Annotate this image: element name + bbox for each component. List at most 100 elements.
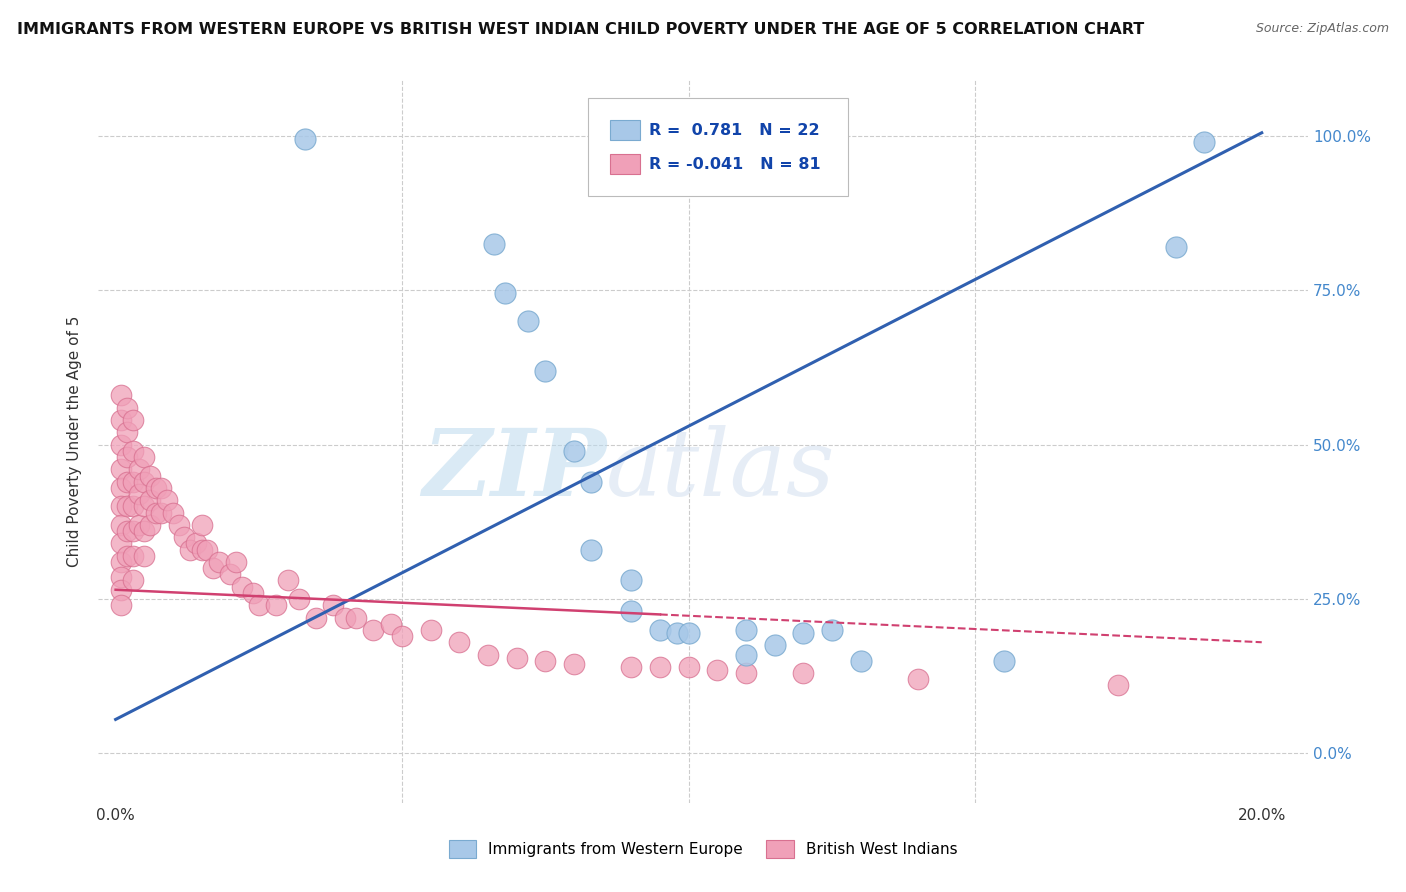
Point [150, 506, 173, 520]
Point [344, 610, 367, 624]
Point [581, 542, 603, 557]
Point [706, 663, 728, 677]
Point [110, 481, 132, 495]
Point [115, 549, 138, 563]
Point [195, 542, 218, 557]
Text: atlas: atlas [606, 425, 835, 516]
Point [128, 462, 150, 476]
Point [115, 524, 138, 538]
Point [134, 450, 156, 464]
Point [247, 598, 270, 612]
Point [225, 555, 247, 569]
Point [115, 425, 138, 440]
Bar [610, 120, 640, 140]
Point [121, 524, 143, 538]
Point [907, 673, 929, 687]
Point [110, 536, 132, 550]
Point [139, 493, 162, 508]
Point [115, 401, 138, 415]
Point [849, 654, 872, 668]
Point [121, 443, 143, 458]
Point [184, 536, 207, 550]
Point [145, 481, 167, 495]
Point [482, 236, 505, 251]
Point [128, 487, 150, 501]
Point [391, 629, 413, 643]
Point [115, 450, 138, 464]
Point [231, 580, 253, 594]
FancyBboxPatch shape [588, 98, 848, 196]
Point [162, 506, 184, 520]
Point [219, 567, 242, 582]
Point [202, 561, 225, 575]
Point [115, 475, 138, 489]
Point [620, 604, 643, 618]
Point [145, 506, 167, 520]
Point [173, 530, 195, 544]
Point [620, 660, 643, 674]
Point [110, 517, 132, 532]
Text: IMMIGRANTS FROM WESTERN EUROPE VS BRITISH WEST INDIAN CHILD POVERTY UNDER THE AG: IMMIGRANTS FROM WESTERN EUROPE VS BRITIS… [17, 22, 1144, 37]
Point [242, 586, 264, 600]
Point [110, 500, 132, 514]
Point [150, 481, 173, 495]
Text: R = -0.041   N = 81: R = -0.041 N = 81 [648, 157, 820, 171]
Point [115, 500, 138, 514]
Point [208, 555, 231, 569]
Point [110, 413, 132, 427]
Point [288, 592, 311, 607]
Point [121, 549, 143, 563]
Point [110, 598, 132, 612]
Text: ZIP: ZIP [422, 425, 606, 516]
Point [494, 286, 516, 301]
Point [156, 493, 179, 508]
Point [648, 623, 671, 637]
Point [792, 626, 814, 640]
Point [517, 314, 540, 328]
Point [110, 582, 132, 597]
Point [264, 598, 287, 612]
Point [1107, 678, 1129, 692]
Point [179, 542, 201, 557]
Point [134, 475, 156, 489]
Point [121, 574, 143, 588]
Point [110, 570, 132, 584]
Point [534, 654, 557, 668]
Point [139, 468, 162, 483]
Point [678, 660, 700, 674]
Point [581, 475, 603, 489]
Point [562, 657, 585, 671]
Point [380, 616, 402, 631]
Point [792, 666, 814, 681]
Point [134, 524, 156, 538]
Point [333, 610, 356, 624]
Point [562, 443, 585, 458]
Point [121, 475, 143, 489]
Point [419, 623, 441, 637]
Point [110, 437, 132, 451]
Point [305, 610, 328, 624]
Point [277, 574, 299, 588]
Text: Source: ZipAtlas.com: Source: ZipAtlas.com [1256, 22, 1389, 36]
Point [134, 549, 156, 563]
Point [322, 598, 344, 612]
Point [110, 555, 132, 569]
Point [678, 626, 700, 640]
Point [534, 363, 557, 377]
Point [666, 626, 689, 640]
Point [477, 648, 499, 662]
Point [121, 500, 143, 514]
Point [167, 517, 190, 532]
Point [190, 542, 212, 557]
Point [134, 500, 156, 514]
Point [648, 660, 671, 674]
Point [128, 517, 150, 532]
Point [1164, 240, 1187, 254]
Point [1194, 135, 1216, 149]
Point [993, 654, 1015, 668]
Text: R =  0.781   N = 22: R = 0.781 N = 22 [648, 122, 820, 137]
Point [735, 666, 758, 681]
Point [620, 574, 643, 588]
Point [735, 648, 758, 662]
Bar [610, 154, 640, 174]
